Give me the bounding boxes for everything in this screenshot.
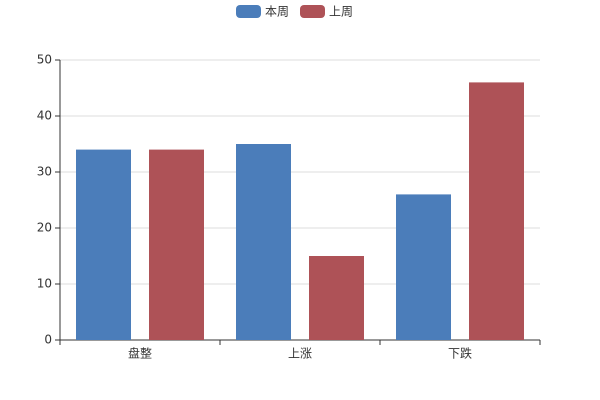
bar bbox=[469, 82, 524, 341]
bar bbox=[396, 194, 451, 340]
bar bbox=[76, 149, 131, 340]
legend-swatch bbox=[300, 5, 325, 18]
y-tick-label: 30 bbox=[37, 165, 52, 179]
bar bbox=[309, 256, 364, 340]
legend-swatch bbox=[236, 5, 261, 18]
y-tick-label: 20 bbox=[37, 221, 52, 235]
x-tick-label: 盘整 bbox=[128, 346, 152, 361]
bar bbox=[149, 149, 204, 340]
y-tick-label: 10 bbox=[37, 277, 52, 291]
y-tick-label: 50 bbox=[37, 53, 52, 67]
y-tick-label: 40 bbox=[37, 109, 52, 123]
y-tick-label: 0 bbox=[44, 333, 52, 347]
x-tick-label: 上涨 bbox=[288, 346, 312, 361]
x-tick-label: 下跌 bbox=[448, 346, 472, 361]
legend-label: 本周 bbox=[265, 5, 289, 19]
bar bbox=[236, 144, 291, 340]
legend-label: 上周 bbox=[329, 5, 353, 19]
